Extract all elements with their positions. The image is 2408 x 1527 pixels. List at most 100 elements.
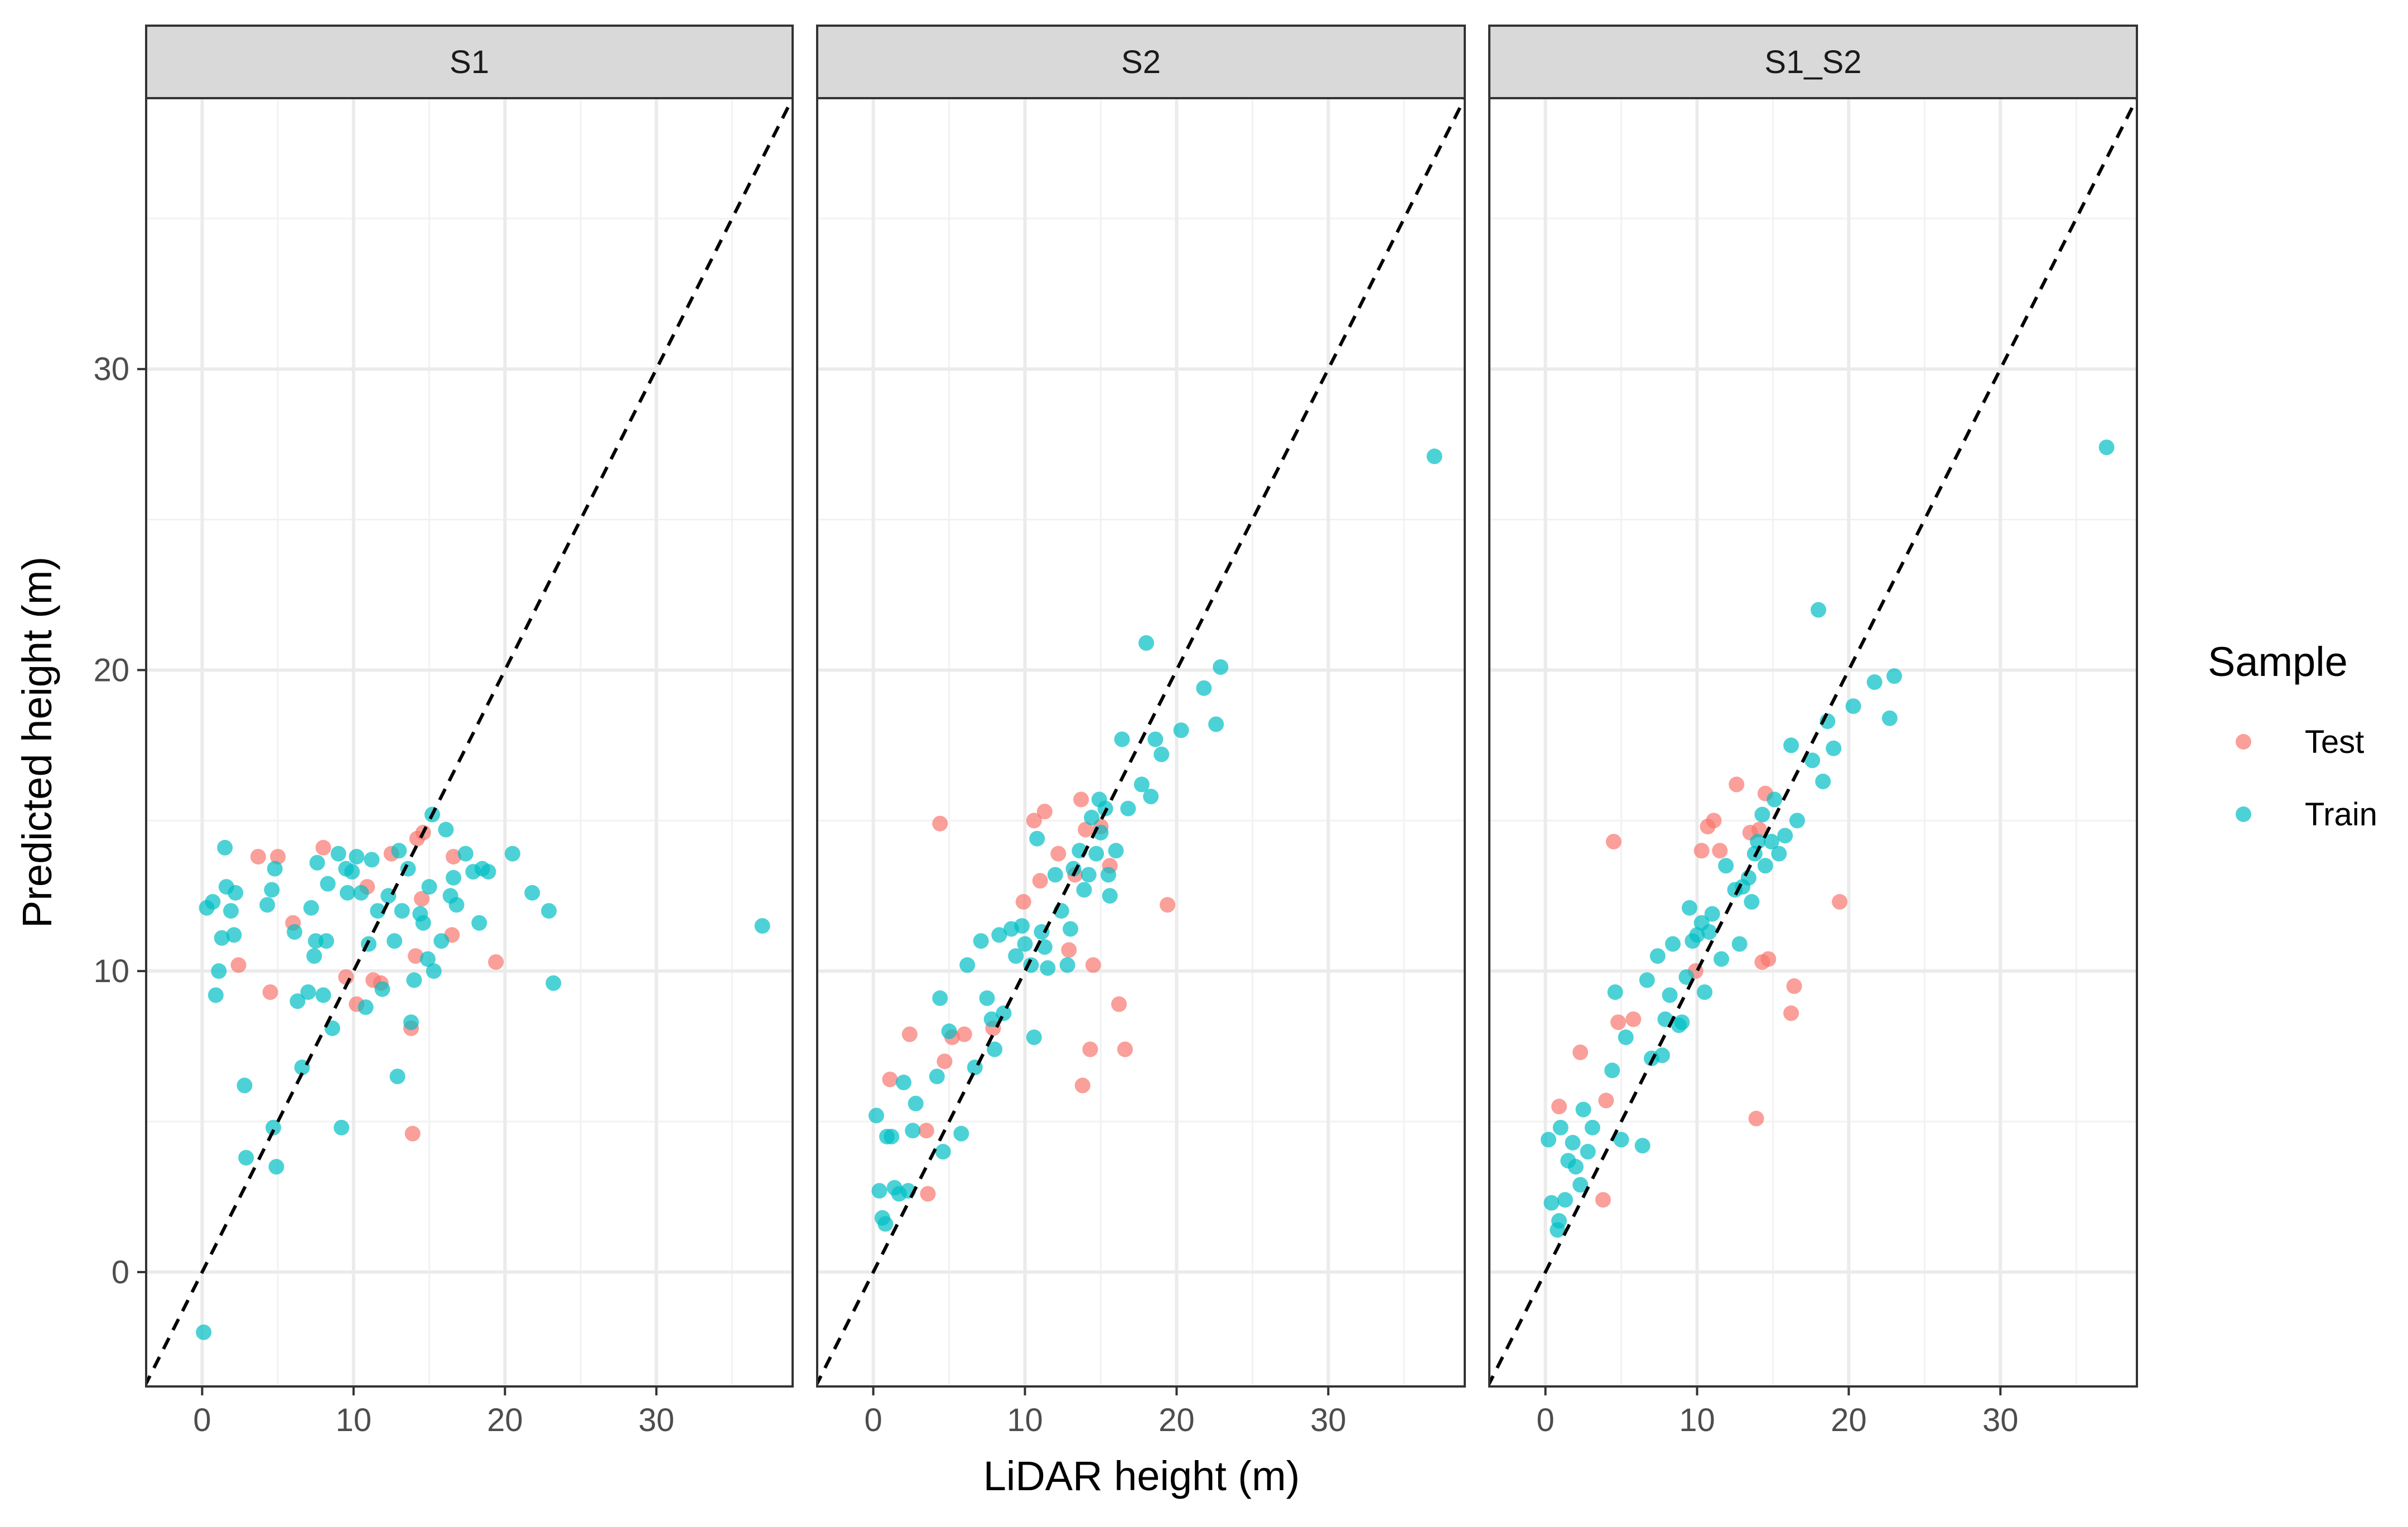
data-point: [754, 918, 770, 934]
data-point: [262, 984, 278, 1000]
data-point: [979, 990, 995, 1006]
data-point: [935, 1144, 951, 1160]
data-point: [1681, 900, 1697, 916]
legend-label-train: Train: [2305, 796, 2377, 833]
data-point: [471, 915, 488, 931]
data-point: [1783, 737, 1799, 753]
data-point: [1551, 1213, 1567, 1229]
facet-strip: [816, 25, 1466, 99]
legend-title: Sample: [2208, 639, 2348, 685]
data-point: [433, 933, 450, 949]
identity-reference-line: [817, 98, 1465, 1386]
data-point: [419, 951, 436, 967]
facet-strip: [1488, 25, 2138, 99]
data-point: [267, 861, 283, 877]
data-point: [918, 1123, 934, 1139]
data-point: [932, 990, 948, 1006]
data-point: [421, 879, 437, 895]
data-point: [446, 869, 461, 886]
data-point: [1664, 936, 1681, 952]
x-tick-label: 30: [1982, 1402, 2019, 1438]
data-point: [1731, 936, 1748, 952]
data-point: [524, 885, 541, 901]
facet-strip-label: S1_S2: [1764, 44, 1861, 80]
data-point: [480, 864, 496, 880]
data-point: [207, 987, 224, 1003]
data-point: [1572, 1044, 1589, 1060]
data-point: [344, 864, 360, 880]
data-point: [448, 897, 465, 913]
data-point: [1541, 1132, 1557, 1148]
data-point: [953, 1125, 969, 1142]
data-point: [908, 1095, 924, 1112]
data-point: [929, 1069, 945, 1085]
data-point: [340, 885, 355, 901]
x-tick-label: 0: [864, 1402, 882, 1438]
data-point: [1605, 834, 1622, 850]
data-point: [1160, 897, 1176, 913]
x-tick-label: 30: [1310, 1402, 1347, 1438]
x-tick-label: 20: [487, 1402, 523, 1438]
data-point: [1551, 1099, 1567, 1115]
data-point: [1036, 804, 1053, 820]
data-point: [1744, 894, 1760, 910]
data-point: [1133, 776, 1150, 793]
y-tick-label: 0: [112, 1254, 129, 1291]
data-point: [237, 1077, 253, 1094]
data-point: [426, 963, 442, 979]
data-point: [1757, 858, 1773, 874]
data-point: [1017, 936, 1033, 952]
data-point: [370, 903, 386, 919]
x-tick-label: 20: [1831, 1402, 1867, 1438]
data-point: [1085, 957, 1101, 973]
data-point: [315, 987, 331, 1003]
data-point: [1729, 776, 1745, 793]
data-point: [1595, 1192, 1611, 1208]
data-point: [230, 957, 247, 973]
data-point: [319, 933, 334, 949]
data-point: [1552, 1119, 1569, 1135]
data-point: [309, 854, 325, 871]
data-point: [1607, 984, 1623, 1000]
data-point: [1697, 984, 1713, 1000]
data-point: [1074, 1077, 1090, 1094]
data-point: [1777, 828, 1793, 844]
data-point: [1786, 978, 1802, 994]
data-point: [1026, 813, 1042, 829]
data-point: [211, 963, 227, 979]
legend-key-train: [2236, 806, 2251, 822]
data-point: [1138, 635, 1155, 651]
data-point: [1196, 680, 1212, 696]
x-tick-label: 10: [336, 1402, 372, 1438]
data-point: [226, 927, 242, 943]
facet-strip-label: S1: [450, 44, 489, 80]
data-point: [541, 903, 557, 919]
x-tick-label: 20: [1159, 1402, 1195, 1438]
data-point: [1208, 716, 1224, 732]
data-point: [446, 849, 461, 865]
data-point: [394, 903, 410, 919]
data-point: [1572, 1177, 1589, 1193]
data-point: [349, 849, 365, 865]
series-train: [196, 806, 770, 1340]
data-point: [1750, 834, 1766, 850]
data-point: [1760, 951, 1777, 967]
data-point: [1082, 1041, 1098, 1057]
data-point: [264, 882, 280, 898]
data-point: [1754, 806, 1770, 823]
data-point: [1032, 873, 1048, 889]
data-point: [1693, 843, 1710, 859]
series-test: [882, 791, 1176, 1202]
data-point: [438, 822, 454, 838]
data-point: [1061, 942, 1077, 958]
data-point: [1108, 843, 1124, 859]
identity-reference-line: [1489, 98, 2137, 1386]
data-point: [306, 948, 322, 964]
data-point: [320, 876, 336, 892]
y-tick-label: 30: [93, 351, 129, 388]
data-point: [406, 972, 422, 988]
data-point: [882, 1071, 898, 1088]
facet-panel-s1: S1 0 10 20 30: [145, 25, 794, 1438]
data-point: [1604, 1062, 1620, 1079]
data-point: [268, 1159, 284, 1175]
